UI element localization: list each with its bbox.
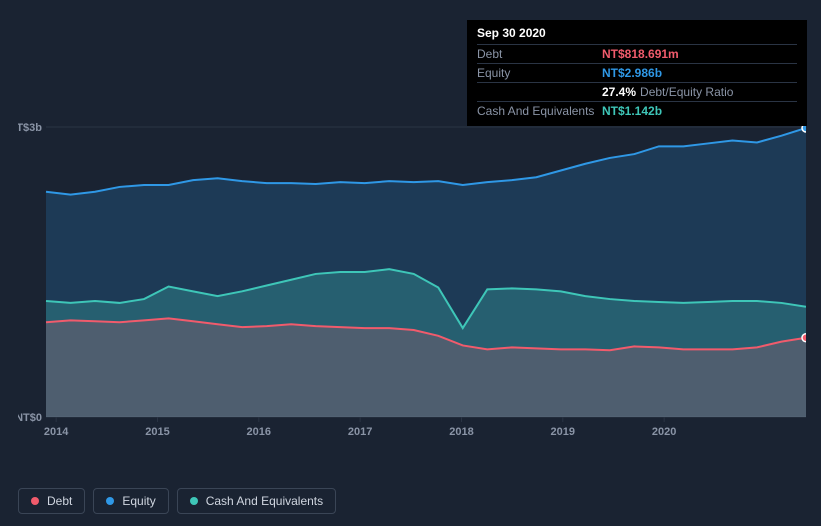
- legend-dot: [190, 497, 198, 505]
- x-axis-label: 2018: [449, 426, 473, 438]
- tooltip-label: Equity: [477, 66, 602, 80]
- tooltip-label: [477, 85, 602, 99]
- tooltip-row: DebtNT$818.691m: [477, 44, 797, 63]
- legend-label: Equity: [122, 494, 155, 508]
- tooltip-date: Sep 30 2020: [477, 26, 797, 44]
- x-axis-label: 2014: [44, 426, 69, 438]
- tooltip-label: Debt: [477, 47, 602, 61]
- tooltip-value: 27.4%: [602, 85, 636, 99]
- legend-item-equity[interactable]: Equity: [93, 488, 168, 514]
- tooltip-extra: Debt/Equity Ratio: [640, 85, 733, 99]
- legend-label: Cash And Equivalents: [206, 494, 323, 508]
- tooltip-row: EquityNT$2.986b: [477, 63, 797, 82]
- legend-item-debt[interactable]: Debt: [18, 488, 85, 514]
- x-axis-label: 2019: [551, 426, 575, 438]
- chart-area: NT$3b NT$02014 2015 2016 2017 2018 2019 2020: [18, 115, 806, 465]
- x-axis-label: 2017: [348, 426, 372, 438]
- legend-dot: [31, 497, 39, 505]
- tooltip-value: NT$818.691m: [602, 47, 679, 61]
- tooltip-value: NT$1.142b: [602, 104, 662, 118]
- tooltip-row: 27.4% Debt/Equity Ratio: [477, 82, 797, 101]
- legend-label: Debt: [47, 494, 72, 508]
- chart-tooltip: Sep 30 2020 DebtNT$818.691mEquityNT$2.98…: [467, 20, 807, 126]
- y-axis-label: NT$0: [18, 412, 42, 424]
- x-axis-label: 2020: [652, 426, 676, 438]
- y-axis-label: NT$3b: [18, 122, 42, 134]
- x-axis-label: 2015: [145, 426, 169, 438]
- legend: Debt Equity Cash And Equivalents: [18, 488, 336, 514]
- legend-item-cash-and-equivalents[interactable]: Cash And Equivalents: [177, 488, 336, 514]
- area-chart[interactable]: NT$3b NT$02014 2015 2016 2017 2018 2019 2020: [18, 115, 806, 465]
- tooltip-label: Cash And Equivalents: [477, 104, 602, 118]
- tooltip-row: Cash And EquivalentsNT$1.142b: [477, 101, 797, 120]
- tooltip-value: NT$2.986b: [602, 66, 662, 80]
- legend-dot: [106, 497, 114, 505]
- x-axis-label: 2016: [247, 426, 271, 438]
- end-marker-debt: [802, 334, 806, 342]
